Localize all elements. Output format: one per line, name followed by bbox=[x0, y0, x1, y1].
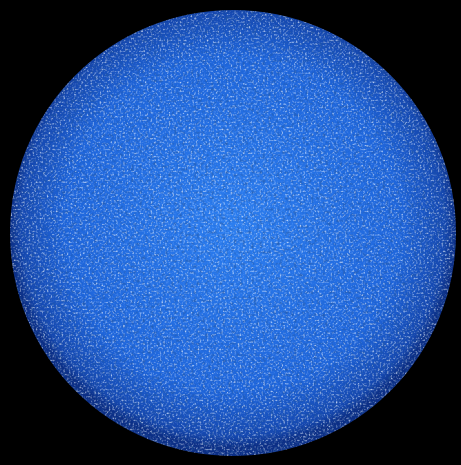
page bbox=[0, 0, 461, 465]
image bbox=[0, 0, 461, 465]
speckle-texture bbox=[10, 10, 456, 456]
noise bbox=[10, 10, 456, 456]
